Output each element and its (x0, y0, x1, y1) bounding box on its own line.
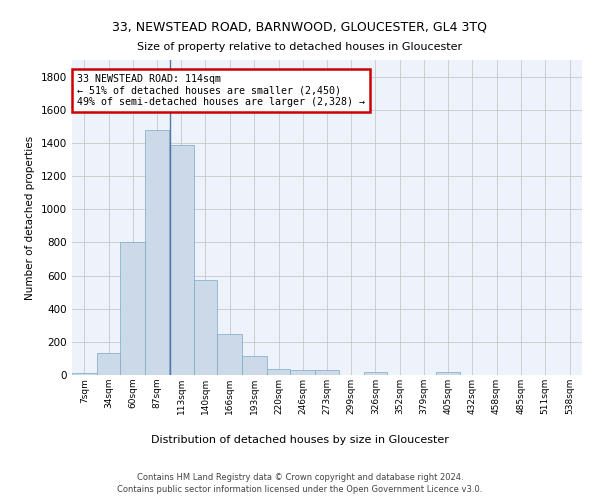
Bar (217, 334, 242, 375)
Bar (121, 242, 145, 375)
Y-axis label: Number of detached properties: Number of detached properties (25, 136, 35, 300)
Bar (315, 370, 339, 375)
Bar (145, 130, 169, 375)
Bar (290, 370, 315, 375)
Bar (169, 144, 194, 375)
Bar (266, 369, 290, 375)
Bar (436, 372, 460, 375)
Text: Contains HM Land Registry data © Crown copyright and database right 2024.: Contains HM Land Registry data © Crown c… (137, 472, 463, 482)
Text: Size of property relative to detached houses in Gloucester: Size of property relative to detached ho… (137, 42, 463, 52)
Text: 33, NEWSTEAD ROAD, BARNWOOD, GLOUCESTER, GL4 3TQ: 33, NEWSTEAD ROAD, BARNWOOD, GLOUCESTER,… (113, 20, 487, 33)
Text: Contains public sector information licensed under the Open Government Licence v3: Contains public sector information licen… (118, 485, 482, 494)
Text: 33 NEWSTEAD ROAD: 114sqm
← 51% of detached houses are smaller (2,450)
49% of sem: 33 NEWSTEAD ROAD: 114sqm ← 51% of detach… (77, 74, 365, 108)
Bar (194, 280, 217, 375)
Bar (364, 372, 388, 375)
Text: Distribution of detached houses by size in Gloucester: Distribution of detached houses by size … (151, 435, 449, 445)
Bar (72, 374, 97, 375)
Bar (97, 354, 121, 375)
Bar (242, 356, 266, 375)
